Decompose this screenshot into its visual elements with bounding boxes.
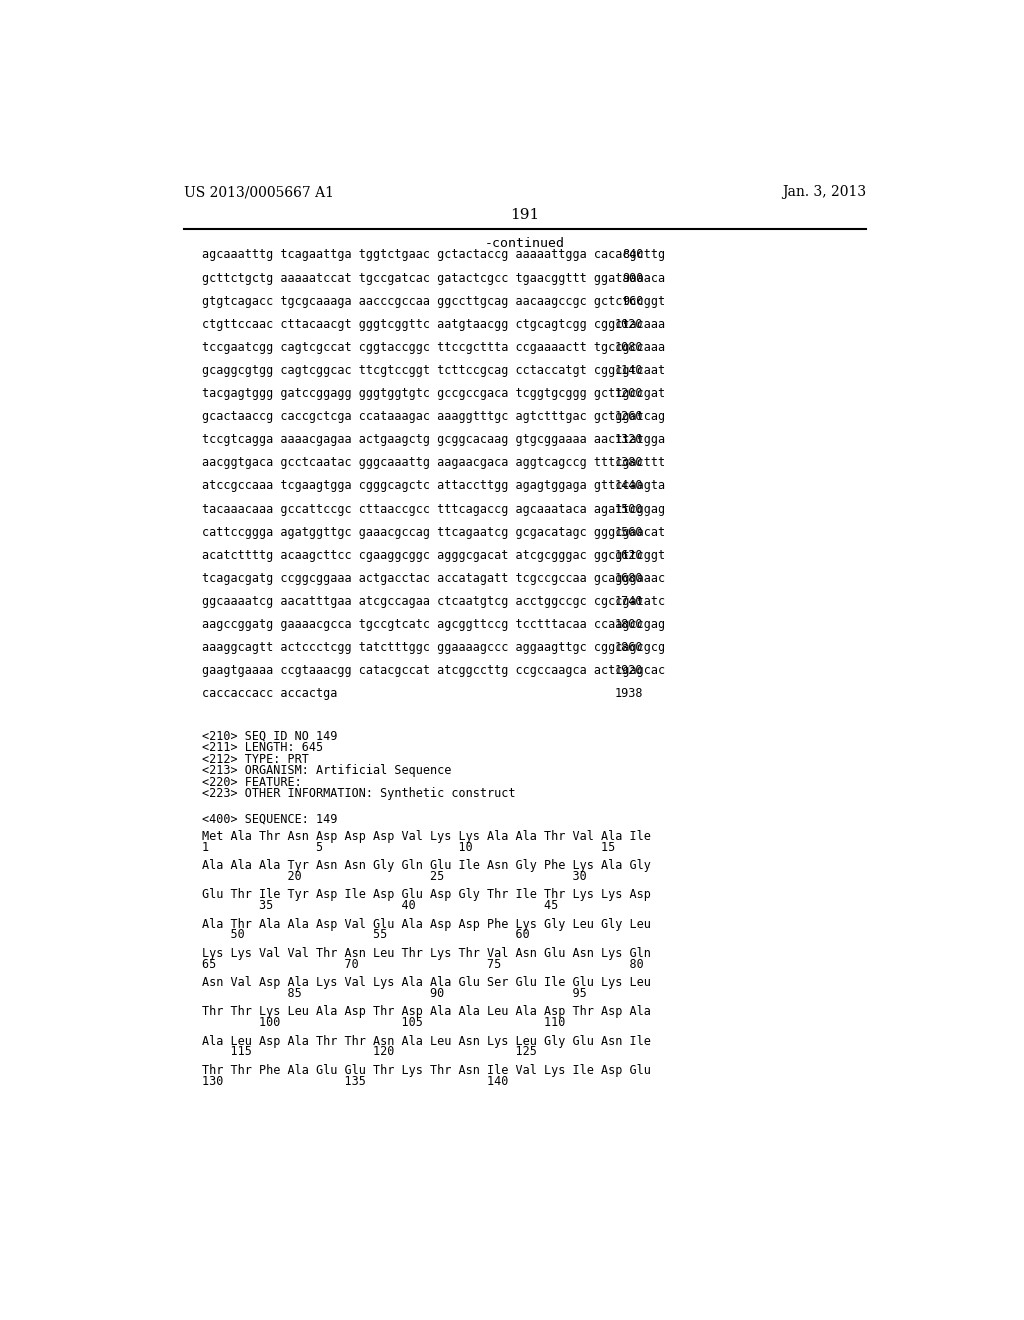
- Text: 960: 960: [622, 294, 643, 308]
- Text: 191: 191: [510, 209, 540, 223]
- Text: Asn Val Asp Ala Lys Val Lys Ala Ala Glu Ser Glu Ile Glu Lys Leu: Asn Val Asp Ala Lys Val Lys Ala Ala Glu …: [202, 977, 650, 989]
- Text: <220> FEATURE:: <220> FEATURE:: [202, 776, 301, 789]
- Text: 1440: 1440: [614, 479, 643, 492]
- Text: 85                  90                  95: 85 90 95: [202, 987, 587, 1001]
- Text: 100                 105                 110: 100 105 110: [202, 1016, 565, 1030]
- Text: 1860: 1860: [614, 642, 643, 655]
- Text: -continued: -continued: [484, 238, 565, 249]
- Text: Met Ala Thr Asn Asp Asp Asp Val Lys Lys Ala Ala Thr Val Ala Ile: Met Ala Thr Asn Asp Asp Asp Val Lys Lys …: [202, 830, 650, 843]
- Text: 1380: 1380: [614, 457, 643, 470]
- Text: caccaccacc accactga: caccaccacc accactga: [202, 688, 337, 701]
- Text: 1260: 1260: [614, 411, 643, 424]
- Text: 1080: 1080: [614, 341, 643, 354]
- Text: 1020: 1020: [614, 318, 643, 331]
- Text: 1320: 1320: [614, 433, 643, 446]
- Text: cattccggga agatggttgc gaaacgccag ttcagaatcg gcgacatagc gggcgaacat: cattccggga agatggttgc gaaacgccag ttcagaa…: [202, 525, 665, 539]
- Text: gtgtcagacc tgcgcaaaga aacccgccaa ggccttgcag aacaagccgc gctctccggt: gtgtcagacc tgcgcaaaga aacccgccaa ggccttg…: [202, 294, 665, 308]
- Text: <400> SEQUENCE: 149: <400> SEQUENCE: 149: [202, 813, 337, 826]
- Text: Ala Ala Ala Tyr Asn Asn Gly Gln Glu Ile Asn Gly Phe Lys Ala Gly: Ala Ala Ala Tyr Asn Asn Gly Gln Glu Ile …: [202, 859, 650, 873]
- Text: gcactaaccg caccgctcga ccataaagac aaaggtttgc agtctttgac gctggatcag: gcactaaccg caccgctcga ccataaagac aaaggtt…: [202, 411, 665, 424]
- Text: aagccggatg gaaaacgcca tgccgtcatc agcggttccg tcctttacaa ccaagccgag: aagccggatg gaaaacgcca tgccgtcatc agcggtt…: [202, 618, 665, 631]
- Text: 1620: 1620: [614, 549, 643, 562]
- Text: 840: 840: [622, 248, 643, 261]
- Text: gcttctgctg aaaaatccat tgccgatcac gatactcgcc tgaacggttt ggataaaaca: gcttctgctg aaaaatccat tgccgatcac gatactc…: [202, 272, 665, 285]
- Text: 65                  70                  75                  80: 65 70 75 80: [202, 958, 643, 970]
- Text: <223> OTHER INFORMATION: Synthetic construct: <223> OTHER INFORMATION: Synthetic const…: [202, 788, 515, 800]
- Text: 1560: 1560: [614, 525, 643, 539]
- Text: Ala Thr Ala Ala Asp Val Glu Ala Asp Asp Phe Lys Gly Leu Gly Leu: Ala Thr Ala Ala Asp Val Glu Ala Asp Asp …: [202, 917, 650, 931]
- Text: <213> ORGANISM: Artificial Sequence: <213> ORGANISM: Artificial Sequence: [202, 764, 451, 777]
- Text: tacgagtggg gatccggagg gggtggtgtc gccgccgaca tcggtgcggg gcttgccgat: tacgagtggg gatccggagg gggtggtgtc gccgccg…: [202, 387, 665, 400]
- Text: Jan. 3, 2013: Jan. 3, 2013: [781, 185, 866, 199]
- Text: atccgccaaa tcgaagtgga cgggcagctc attaccttgg agagtggaga gttccaagta: atccgccaaa tcgaagtgga cgggcagctc attacct…: [202, 479, 665, 492]
- Text: 115                 120                 125: 115 120 125: [202, 1045, 537, 1059]
- Text: 1800: 1800: [614, 618, 643, 631]
- Text: agcaaatttg tcagaattga tggtctgaac gctactaccg aaaaattgga cacacgcttg: agcaaatttg tcagaattga tggtctgaac gctacta…: [202, 248, 665, 261]
- Text: 1680: 1680: [614, 572, 643, 585]
- Text: Ala Leu Asp Ala Thr Thr Asn Ala Leu Asn Lys Leu Gly Glu Asn Ile: Ala Leu Asp Ala Thr Thr Asn Ala Leu Asn …: [202, 1035, 650, 1048]
- Text: US 2013/0005667 A1: US 2013/0005667 A1: [183, 185, 334, 199]
- Text: tccgtcagga aaaacgagaa actgaagctg gcggcacaag gtgcggaaaa aacttatgga: tccgtcagga aaaacgagaa actgaagctg gcggcac…: [202, 433, 665, 446]
- Text: gaagtgaaaa ccgtaaacgg catacgccat atcggccttg ccgccaagca actcgagcac: gaagtgaaaa ccgtaaacgg catacgccat atcggcc…: [202, 664, 665, 677]
- Text: Lys Lys Val Val Thr Asn Leu Thr Lys Thr Val Asn Glu Asn Lys Gln: Lys Lys Val Val Thr Asn Leu Thr Lys Thr …: [202, 946, 650, 960]
- Text: aaaggcagtt actccctcgg tatctttggc ggaaaagccc aggaagttgc cggcagcgcg: aaaggcagtt actccctcgg tatctttggc ggaaaag…: [202, 642, 665, 655]
- Text: ggcaaaatcg aacatttgaa atcgccagaa ctcaatgtcg acctggccgc cgccgatatc: ggcaaaatcg aacatttgaa atcgccagaa ctcaatg…: [202, 595, 665, 609]
- Text: 50                  55                  60: 50 55 60: [202, 928, 529, 941]
- Text: 35                  40                  45: 35 40 45: [202, 899, 558, 912]
- Text: Thr Thr Lys Leu Ala Asp Thr Asp Ala Ala Leu Ala Asp Thr Asp Ala: Thr Thr Lys Leu Ala Asp Thr Asp Ala Ala …: [202, 1006, 650, 1019]
- Text: 1500: 1500: [614, 503, 643, 516]
- Text: acatcttttg acaagcttcc cgaaggcggc agggcgacat atcgcgggac ggcgttcggt: acatcttttg acaagcttcc cgaaggcggc agggcga…: [202, 549, 665, 562]
- Text: Thr Thr Phe Ala Glu Glu Thr Lys Thr Asn Ile Val Lys Ile Asp Glu: Thr Thr Phe Ala Glu Glu Thr Lys Thr Asn …: [202, 1064, 650, 1077]
- Text: 130                 135                 140: 130 135 140: [202, 1074, 508, 1088]
- Text: <210> SEQ ID NO 149: <210> SEQ ID NO 149: [202, 730, 337, 743]
- Text: tacaaacaaa gccattccgc cttaaccgcc tttcagaccg agcaaataca agattcggag: tacaaacaaa gccattccgc cttaaccgcc tttcaga…: [202, 503, 665, 516]
- Text: 1200: 1200: [614, 387, 643, 400]
- Text: 1140: 1140: [614, 364, 643, 378]
- Text: tcagacgatg ccggcggaaa actgacctac accatagatt tcgccgccaa gcagggaaac: tcagacgatg ccggcggaaa actgacctac accatag…: [202, 572, 665, 585]
- Text: 900: 900: [622, 272, 643, 285]
- Text: gcaggcgtgg cagtcggcac ttcgtccggt tcttccgcag cctaccatgt cggcgtcaat: gcaggcgtgg cagtcggcac ttcgtccggt tcttccg…: [202, 364, 665, 378]
- Text: Glu Thr Ile Tyr Asp Ile Asp Glu Asp Gly Thr Ile Thr Lys Lys Asp: Glu Thr Ile Tyr Asp Ile Asp Glu Asp Gly …: [202, 888, 650, 902]
- Text: 1920: 1920: [614, 664, 643, 677]
- Text: 1               5                   10                  15: 1 5 10 15: [202, 841, 614, 854]
- Text: 1740: 1740: [614, 595, 643, 609]
- Text: aacggtgaca gcctcaatac gggcaaattg aagaacgaca aggtcagccg tttcgacttt: aacggtgaca gcctcaatac gggcaaattg aagaacg…: [202, 457, 665, 470]
- Text: <212> TYPE: PRT: <212> TYPE: PRT: [202, 752, 308, 766]
- Text: tccgaatcgg cagtcgccat cggtaccggc ttccgcttta ccgaaaactt tgccgccaaa: tccgaatcgg cagtcgccat cggtaccggc ttccgct…: [202, 341, 665, 354]
- Text: <211> LENGTH: 645: <211> LENGTH: 645: [202, 742, 323, 754]
- Text: 20                  25                  30: 20 25 30: [202, 870, 587, 883]
- Text: ctgttccaac cttacaacgt gggtcggttc aatgtaacgg ctgcagtcgg cggctacaaa: ctgttccaac cttacaacgt gggtcggttc aatgtaa…: [202, 318, 665, 331]
- Text: 1938: 1938: [614, 688, 643, 701]
